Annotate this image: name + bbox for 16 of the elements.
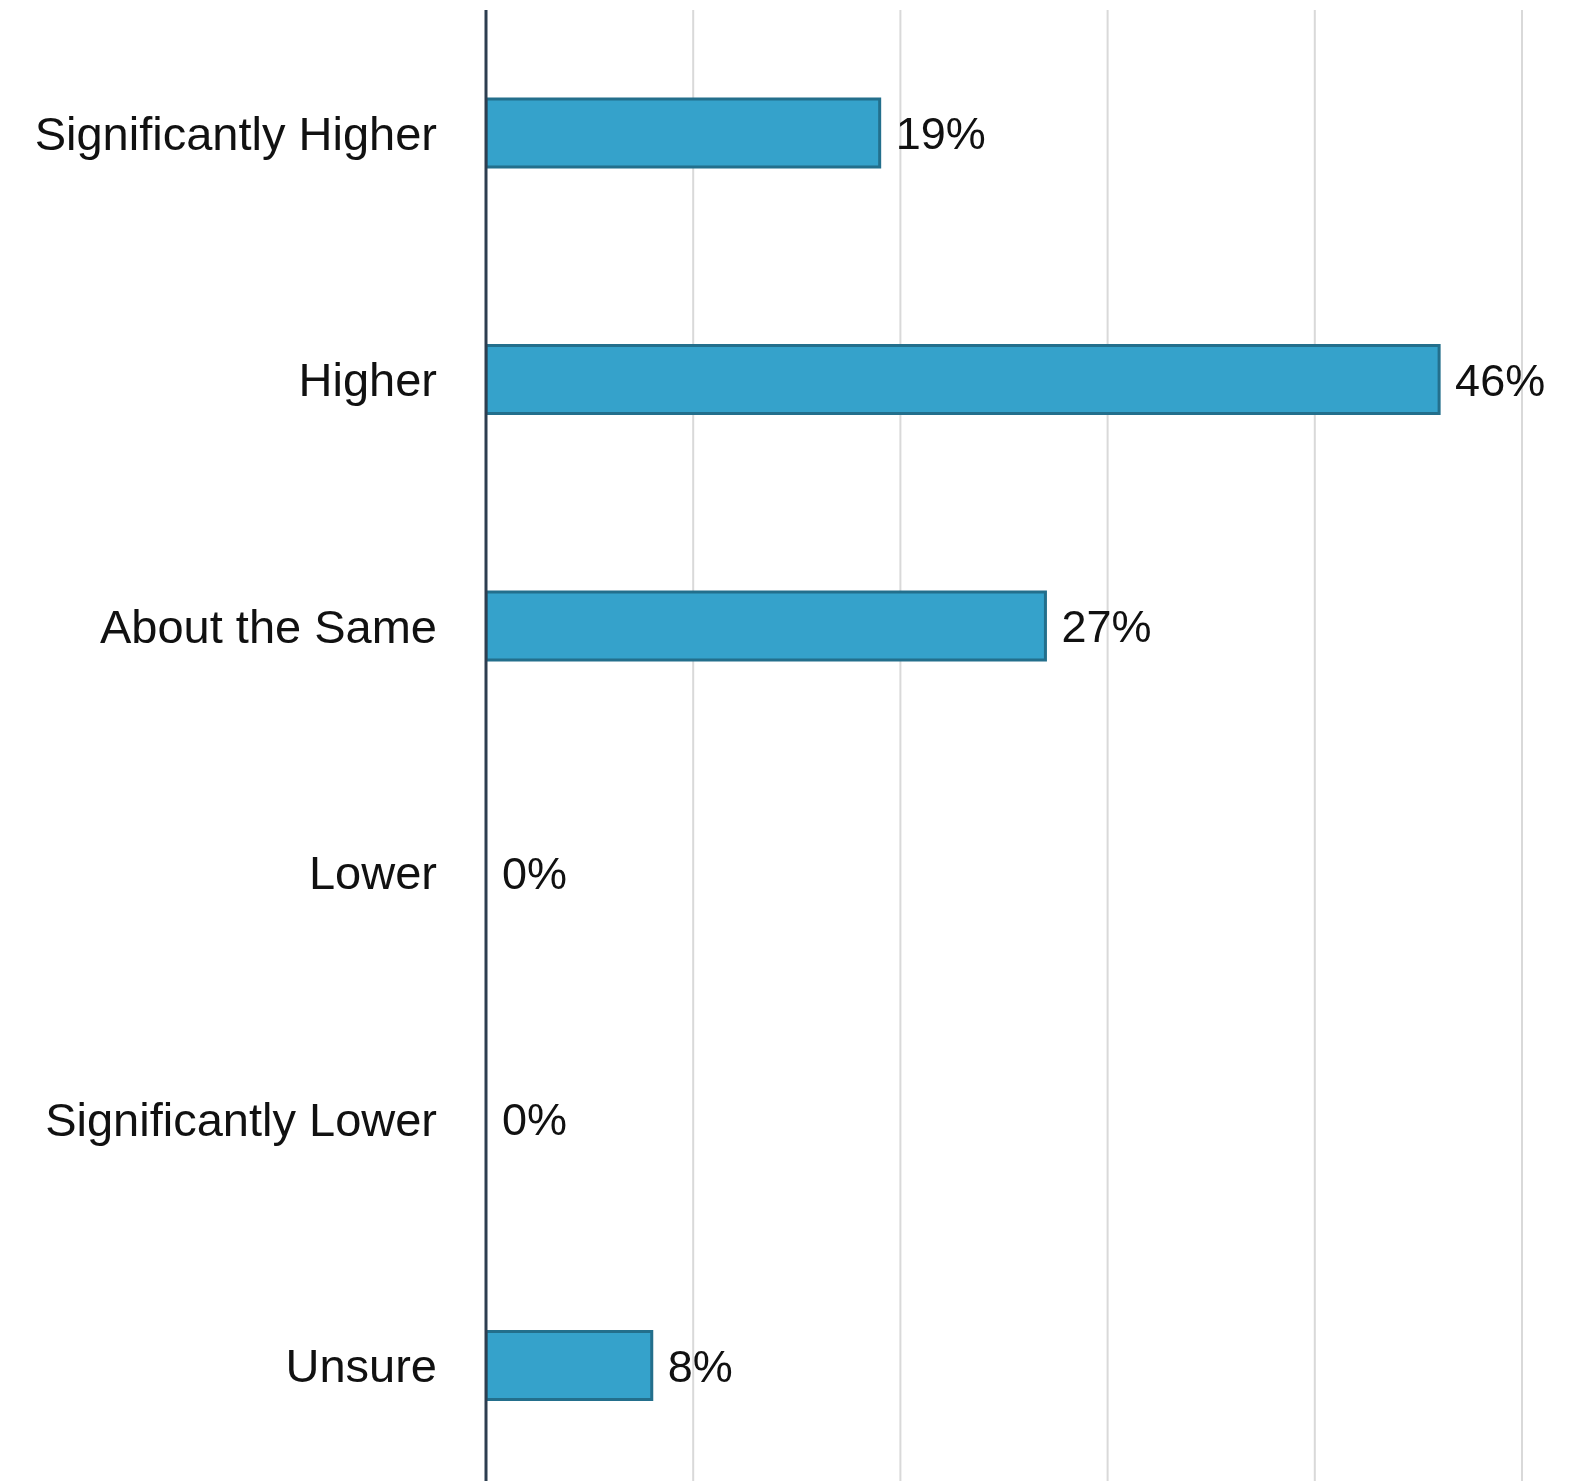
- data-label: 27%: [1061, 601, 1152, 653]
- y-tick-label: Higher: [298, 353, 437, 407]
- y-tick-label: About the Same: [99, 599, 437, 653]
- data-label: 19%: [895, 108, 986, 160]
- data-label: 8%: [667, 1340, 733, 1392]
- y-tick-label: Unsure: [285, 1339, 437, 1393]
- y-tick-label: Significantly Higher: [34, 106, 437, 160]
- bar: [486, 590, 1047, 662]
- y-tick-label: Significantly Lower: [45, 1092, 437, 1146]
- y-tick-label: Lower: [308, 846, 437, 900]
- data-label: 0%: [502, 847, 568, 899]
- data-label: 0%: [502, 1094, 568, 1146]
- bar: [486, 97, 882, 169]
- data-label: 46%: [1455, 354, 1546, 406]
- bar: [486, 344, 1441, 415]
- bar: [486, 1330, 654, 1401]
